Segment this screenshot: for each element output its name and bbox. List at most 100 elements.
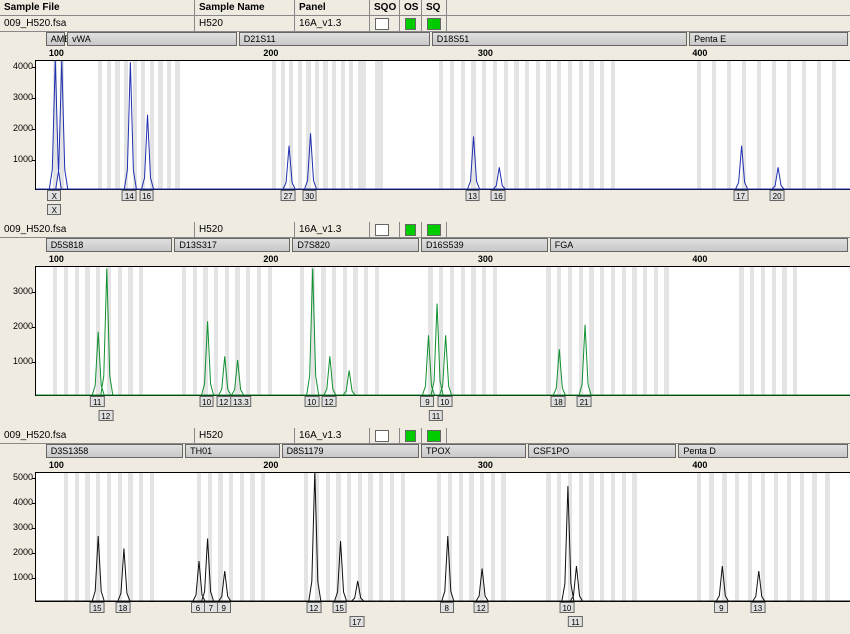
allele-call: 12 [321,396,336,407]
allele-label-row: 1711 [35,616,850,630]
allele-call: 14 [122,190,137,201]
marker-header: D3S1358 [46,444,183,458]
panel-name: 16A_v1.3 [295,222,370,237]
allele-call: 9 [217,602,231,613]
x-tick: 400 [692,254,707,264]
allele-label-row: 1518679121581210913 [35,602,850,616]
y-axis: 10002000300040005000 [0,472,35,602]
allele-call: 11 [90,396,104,407]
x-tick: 100 [49,460,64,470]
y-tick: 1000 [13,356,33,366]
allele-call: 16 [491,190,506,201]
allele-call: 10 [199,396,214,407]
sample-file: 009_H520.fsa [0,222,195,237]
allele-call: 10 [559,602,574,613]
y-axis: 1000 2000 3000 [0,266,35,396]
trace-svg [36,61,850,191]
panel-name: 16A_v1.3 [295,428,370,443]
sq-indicator [422,16,447,31]
marker-header-row: AMELvWAD21S11D18S51Penta E [0,32,850,48]
marker-header: D7S820 [292,238,419,252]
plot-area [35,266,850,396]
panel: 009_H520.fsaH52016A_v1.3D5S818D13S317D7S… [0,222,850,424]
allele-call: 13.3 [230,396,252,407]
allele-label-row: 11101213.310129101821 [35,396,850,410]
x-tick: 400 [692,48,707,58]
sqo-cell [370,16,400,31]
y-tick: 2000 [13,123,33,133]
marker-header: TH01 [185,444,280,458]
sq-indicator [422,222,447,237]
allele-call: 27 [281,190,296,201]
sample-info-row: 009_H520.fsaH52016A_v1.3 [0,428,850,444]
allele-call: 17 [349,616,364,627]
electropherogram-chart: 1000 2000 3000 [0,266,850,396]
col-sqo: SQO [370,0,400,15]
marker-header: vWA [67,32,237,46]
allele-call: 11 [568,616,582,627]
allele-call: 12 [216,396,231,407]
allele-call: 15 [332,602,347,613]
marker-header: D8S1179 [282,444,419,458]
marker-header-row: D3S1358TH01D8S1179TPOXCSF1POPenta D [0,444,850,460]
allele-label-row: X [35,204,850,218]
trace-line [36,473,850,601]
allele-call: 17 [733,190,748,201]
allele-call: 12 [474,602,489,613]
os-indicator [400,428,422,443]
marker-header: AMEL [46,32,65,46]
col-sq: SQ [422,0,447,15]
y-tick: 2000 [13,547,33,557]
sample-name: H520 [195,428,295,443]
y-tick: 3000 [13,286,33,296]
y-axis: 1000200030004000 [0,60,35,190]
allele-call: 18 [551,396,566,407]
y-tick: 5000 [13,472,33,482]
allele-call: 10 [304,396,319,407]
allele-call: 9 [420,396,434,407]
marker-header: Penta D [678,444,848,458]
y-tick: 2000 [13,321,33,331]
sample-file: 009_H520.fsa [0,428,195,443]
allele-call: 12 [98,410,113,421]
y-tick: 1000 [13,572,33,582]
y-tick: 4000 [13,61,33,71]
allele-call: 15 [90,602,105,613]
allele-call: 30 [302,190,317,201]
allele-call: 21 [577,396,592,407]
electropherogram-chart: 1000200030004000 [0,60,850,190]
marker-header: D5S818 [46,238,173,252]
allele-call: 8 [440,602,454,613]
marker-header: D18S51 [432,32,687,46]
column-headers: Sample File Sample Name Panel SQO OS SQ [0,0,850,16]
y-tick: 1000 [13,154,33,164]
col-os: OS [400,0,422,15]
allele-call: 10 [437,396,452,407]
sqo-cell [370,428,400,443]
x-tick: 300 [478,48,493,58]
marker-header: CSF1PO [528,444,676,458]
allele-call: 16 [139,190,154,201]
sample-name: H520 [195,16,295,31]
sq-indicator [422,428,447,443]
marker-header: FGA [550,238,848,252]
panel: 009_H520.fsaH52016A_v1.3AMELvWAD21S11D18… [0,16,850,218]
sqo-cell [370,222,400,237]
trace-line [36,61,850,189]
allele-call: 9 [714,602,728,613]
electropherogram-chart: 10002000300040005000 [0,472,850,602]
x-tick: 100 [49,254,64,264]
allele-call: 20 [770,190,785,201]
marker-header: D21S11 [239,32,430,46]
marker-header: Penta E [689,32,848,46]
marker-header: D13S317 [174,238,290,252]
plot-area [35,472,850,602]
allele-call: 12 [306,602,321,613]
x-tick: 100 [49,48,64,58]
plot-area [35,60,850,190]
allele-call: 13 [465,190,480,201]
col-sample-name: Sample Name [195,0,295,15]
sample-file: 009_H520.fsa [0,16,195,31]
sample-info-row: 009_H520.fsaH52016A_v1.3 [0,222,850,238]
marker-header: D16S539 [421,238,548,252]
